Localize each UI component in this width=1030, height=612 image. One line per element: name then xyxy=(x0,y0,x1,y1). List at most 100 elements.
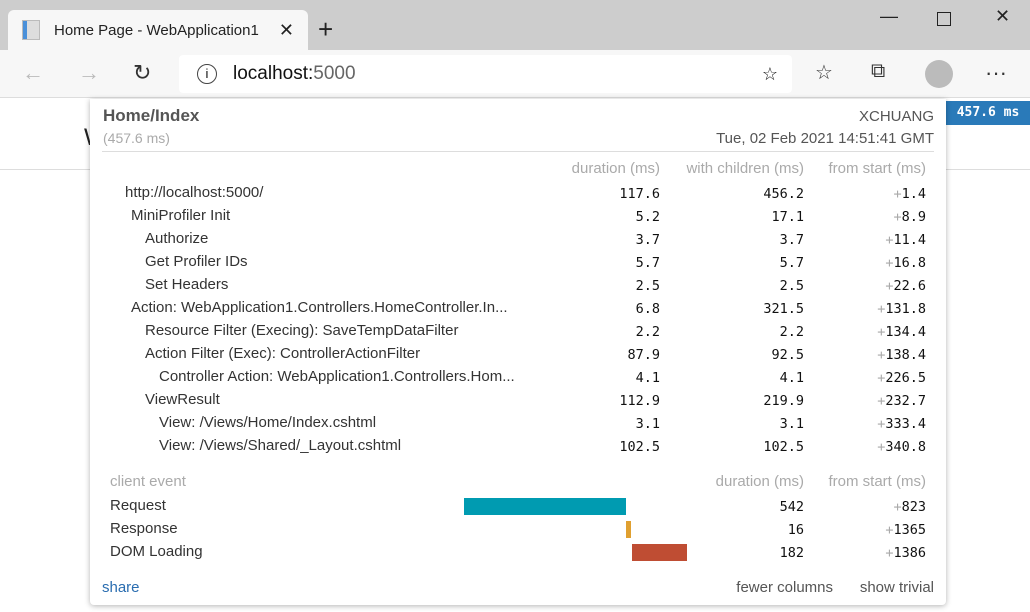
add-favorite-icon[interactable]: ☆ xyxy=(761,63,778,84)
timing-name[interactable]: Set Headers xyxy=(145,276,229,293)
close-tab-icon[interactable]: ✕ xyxy=(278,19,294,40)
header-client-event: client event xyxy=(110,473,186,490)
header-duration: duration (ms) xyxy=(571,160,660,177)
header-client-from-start: from start (ms) xyxy=(828,473,927,490)
timing-row[interactable]: Action: WebApplication1.Controllers.Home… xyxy=(90,299,946,322)
timing-name[interactable]: http://localhost:5000/ xyxy=(125,184,264,201)
timing-duration: 117.6 xyxy=(619,186,660,202)
timing-duration: 112.9 xyxy=(619,393,660,409)
header-from-start: from start (ms) xyxy=(828,160,927,177)
show-trivial-link[interactable]: show trivial xyxy=(859,579,934,596)
timing-duration: 2.2 xyxy=(635,324,660,340)
client-event-row: Response 16 +1365 xyxy=(90,520,946,543)
timing-with-children: 3.7 xyxy=(779,232,804,248)
timing-name[interactable]: View: /Views/Shared/_Layout.cshtml xyxy=(159,437,402,454)
fewer-columns-link[interactable]: fewer columns xyxy=(736,579,833,596)
timing-row[interactable]: Action Filter (Exec): ControllerActionFi… xyxy=(90,345,946,368)
timing-with-children: 4.1 xyxy=(779,370,804,386)
timing-row[interactable]: Authorize 3.7 3.7 +11.4 xyxy=(90,230,946,253)
back-icon[interactable]: ← xyxy=(22,60,44,85)
profiler-title: Home/Index xyxy=(103,106,200,125)
browser-toolbar: ← → ↻ i localhost: 5000 ☆ ☆ ⧉ ··· xyxy=(0,50,1030,98)
timing-duration: 5.7 xyxy=(635,255,660,271)
timing-row[interactable]: View: /Views/Shared/_Layout.cshtml 102.5… xyxy=(90,437,946,460)
timing-with-children: 17.1 xyxy=(771,209,804,225)
timing-name[interactable]: ViewResult xyxy=(145,391,220,408)
timing-from-start: +340.8 xyxy=(877,439,926,455)
timing-name[interactable]: View: /Views/Home/Index.cshtml xyxy=(159,414,377,431)
timing-with-children: 219.9 xyxy=(763,393,804,409)
timing-with-children: 321.5 xyxy=(763,301,804,317)
timing-duration: 5.2 xyxy=(635,209,660,225)
profiler-duration: (457.6 ms) xyxy=(103,130,170,146)
page-favicon-icon xyxy=(22,20,40,40)
profiler-user: XCHUANG xyxy=(858,108,934,125)
favorites-icon[interactable]: ☆ xyxy=(815,62,833,84)
timing-duration: 6.8 xyxy=(635,301,660,317)
timing-row[interactable]: MiniProfiler Init 5.2 17.1 +8.9 xyxy=(90,207,946,230)
timing-row[interactable]: ViewResult 112.9 219.9 +232.7 xyxy=(90,391,946,414)
client-event-bar xyxy=(626,521,632,538)
tab-bar: Home Page - WebApplication1 ✕ + — ✕ xyxy=(0,0,1030,50)
client-event-row: Request 542 +823 xyxy=(90,497,946,520)
profiler-badge[interactable]: 457.6 ms xyxy=(946,101,1030,125)
timing-with-children: 102.5 xyxy=(763,439,804,455)
header-client-duration: duration (ms) xyxy=(715,473,804,490)
browser-tab[interactable]: Home Page - WebApplication1 ✕ xyxy=(8,10,308,50)
timing-name[interactable]: Action: WebApplication1.Controllers.Home… xyxy=(131,299,508,316)
timing-row[interactable]: Resource Filter (Execing): SaveTempDataF… xyxy=(90,322,946,345)
timing-from-start: +1.4 xyxy=(893,186,926,202)
info-icon[interactable]: i xyxy=(197,64,217,84)
timing-from-start: +232.7 xyxy=(877,393,926,409)
tab-title: Home Page - WebApplication1 xyxy=(54,21,259,39)
timing-name[interactable]: Get Profiler IDs xyxy=(145,253,248,270)
timing-row[interactable]: Controller Action: WebApplication1.Contr… xyxy=(90,368,946,391)
timing-row[interactable]: View: /Views/Home/Index.cshtml 3.1 3.1 +… xyxy=(90,414,946,437)
client-event-duration: 16 xyxy=(787,522,804,538)
client-event-name: Response xyxy=(110,520,178,537)
url-port: 5000 xyxy=(313,63,356,84)
timing-name[interactable]: Resource Filter (Execing): SaveTempDataF… xyxy=(145,322,459,339)
timing-row[interactable]: Set Headers 2.5 2.5 +22.6 xyxy=(90,276,946,299)
forward-icon[interactable]: → xyxy=(78,60,100,85)
collections-icon[interactable]: ⧉ xyxy=(871,60,886,82)
client-event-from-start: +823 xyxy=(893,499,926,515)
profile-avatar[interactable] xyxy=(925,60,953,88)
divider xyxy=(102,151,934,152)
new-tab-icon[interactable]: + xyxy=(318,14,334,44)
timing-from-start: +333.4 xyxy=(877,416,926,432)
close-window-icon[interactable]: ✕ xyxy=(995,6,1011,26)
timing-with-children: 2.5 xyxy=(779,278,804,294)
timing-duration: 2.5 xyxy=(635,278,660,294)
client-event-bar xyxy=(632,544,687,561)
client-event-row: DOM Loading 182 +1386 xyxy=(90,543,946,566)
timing-name[interactable]: Controller Action: WebApplication1.Contr… xyxy=(159,368,515,385)
url-host: localhost: xyxy=(233,63,314,84)
client-event-duration: 542 xyxy=(779,499,804,515)
header-with-children: with children (ms) xyxy=(686,160,804,177)
address-bar[interactable]: i localhost: 5000 ☆ xyxy=(179,55,792,93)
timing-from-start: +134.4 xyxy=(877,324,926,340)
timing-duration: 3.1 xyxy=(635,416,660,432)
timing-duration: 87.9 xyxy=(627,347,660,363)
share-link[interactable]: share xyxy=(102,579,140,596)
profiler-popup: Home/Index (457.6 ms) XCHUANG Tue, 02 Fe… xyxy=(90,99,946,605)
timing-with-children: 2.2 xyxy=(779,324,804,340)
timing-name[interactable]: MiniProfiler Init xyxy=(131,207,231,224)
client-event-from-start: +1386 xyxy=(885,545,926,561)
client-event-bar xyxy=(464,498,627,515)
more-icon[interactable]: ··· xyxy=(985,60,1007,85)
timing-duration: 4.1 xyxy=(635,370,660,386)
timing-from-start: +11.4 xyxy=(885,232,926,248)
refresh-icon[interactable]: ↻ xyxy=(133,60,152,85)
client-event-name: DOM Loading xyxy=(110,543,203,560)
maximize-icon[interactable] xyxy=(937,12,951,26)
minimize-icon[interactable]: — xyxy=(880,6,898,26)
timing-duration: 3.7 xyxy=(635,232,660,248)
timing-row[interactable]: Get Profiler IDs 5.7 5.7 +16.8 xyxy=(90,253,946,276)
timing-row[interactable]: http://localhost:5000/ 117.6 456.2 +1.4 xyxy=(90,184,946,207)
profiler-date: Tue, 02 Feb 2021 14:51:41 GMT xyxy=(716,130,934,147)
client-event-from-start: +1365 xyxy=(885,522,926,538)
timing-name[interactable]: Authorize xyxy=(145,230,209,247)
timing-name[interactable]: Action Filter (Exec): ControllerActionFi… xyxy=(145,345,421,362)
